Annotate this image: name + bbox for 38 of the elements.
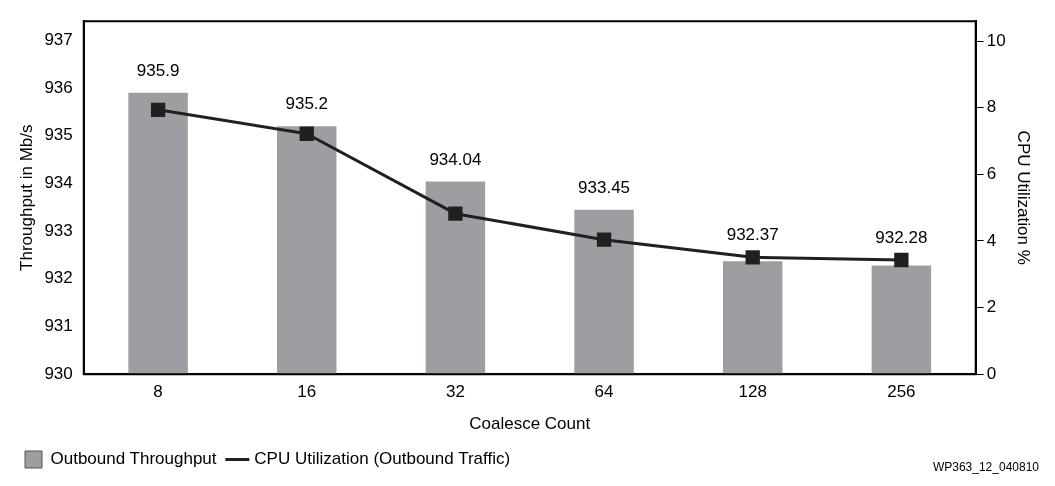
- legend-label: CPU Utilization (Outbound Traffic): [254, 449, 511, 469]
- y-tick-label: 933: [44, 220, 73, 240]
- x-axis-title: Coalesce Count: [469, 414, 591, 434]
- x-tick-label: 32: [445, 382, 465, 402]
- data-label: 932.28: [875, 228, 928, 248]
- point: [894, 252, 909, 268]
- text: WP363_12_040810: [932, 460, 1039, 474]
- legend-label: Outbound Throughput: [50, 449, 217, 469]
- y-tick-label: 931: [44, 316, 73, 336]
- x-tick-label: 8: [153, 382, 163, 402]
- y2-axis-title: CPU Utilization %: [1014, 130, 1034, 265]
- x-tick-label: 128: [738, 382, 767, 402]
- x-tick-label: 256: [887, 382, 916, 402]
- point: [596, 232, 612, 247]
- y2-tick-label: 2: [986, 297, 997, 317]
- point: [150, 102, 166, 117]
- y-tick-label: 935: [44, 125, 73, 145]
- y-tick-label: 934: [44, 173, 73, 193]
- y2-tick-label: 4: [986, 230, 997, 250]
- y2-tick-label: 8: [986, 97, 997, 117]
- x-tick-label: 16: [297, 382, 317, 402]
- data-label: 935.9: [136, 60, 180, 80]
- y2-tick-label: 0: [986, 363, 997, 383]
- data-label: 932.37: [726, 225, 779, 245]
- x-tick-label: 64: [594, 382, 614, 402]
- point: [448, 206, 463, 221]
- data-label: 935.2: [285, 94, 329, 114]
- data-label: 934.04: [429, 149, 482, 169]
- point: [745, 250, 760, 265]
- y-tick-label: 930: [44, 363, 73, 383]
- y-axis-title: Throughput in Mb/s: [16, 124, 36, 271]
- y-tick-label: 932: [44, 268, 73, 288]
- data-label: 933.45: [578, 177, 631, 197]
- y-tick-label: 937: [44, 29, 73, 49]
- y2-tick-label: 10: [986, 30, 1006, 50]
- y-tick-label: 936: [44, 77, 73, 97]
- point: [299, 126, 314, 141]
- y2-tick-label: 6: [986, 164, 997, 184]
